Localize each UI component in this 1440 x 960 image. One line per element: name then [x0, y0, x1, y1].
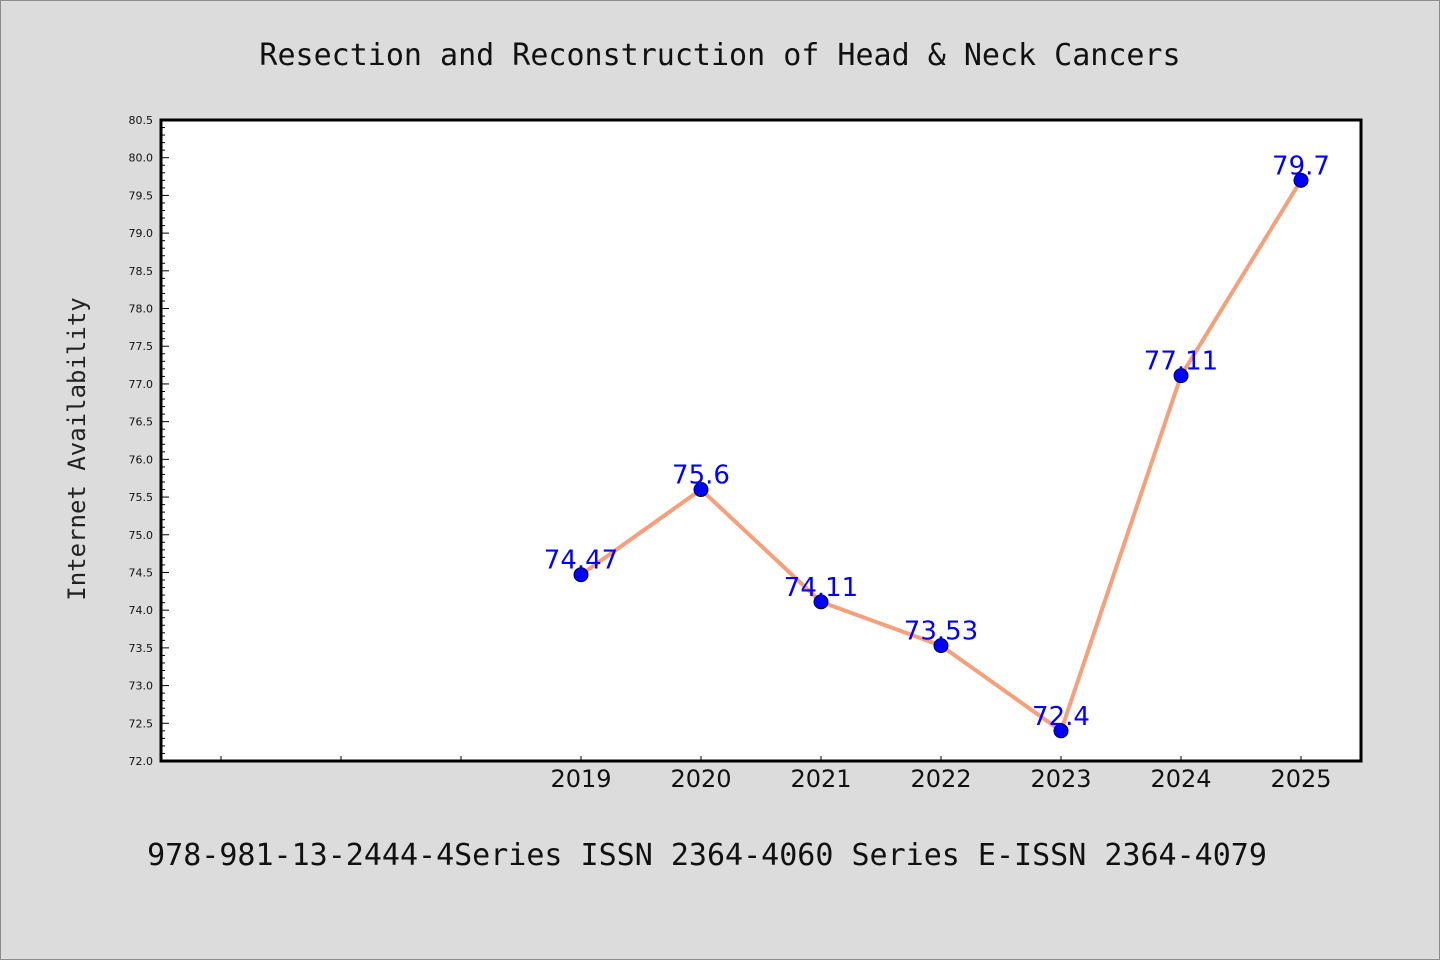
- y-tick-label: 75.0: [129, 529, 154, 542]
- y-tick-label: 73.5: [129, 642, 154, 655]
- x-tick-label: 2020: [670, 765, 731, 793]
- y-tick-label: 80.5: [129, 114, 154, 127]
- x-tick-label: 2022: [910, 765, 971, 793]
- y-tick-label: 72.0: [129, 755, 154, 768]
- data-point-marker: [1173, 368, 1189, 384]
- data-label: 72.4: [1032, 702, 1090, 732]
- data-point-marker: [693, 482, 709, 498]
- y-tick-label: 74.0: [129, 604, 154, 617]
- data-labels-group: 74.47 75.6 74.11 73.53 72.4 77.11 79.7: [544, 151, 1330, 732]
- x-tick-label: 2021: [790, 765, 851, 793]
- x-tick-label: 2019: [550, 765, 611, 793]
- data-label: 77.11: [1144, 347, 1218, 377]
- data-label: 74.11: [784, 573, 858, 603]
- y-tick-label: 77.0: [129, 378, 154, 391]
- data-label: 73.53: [904, 617, 978, 647]
- y-tick-label: 80.0: [129, 152, 154, 165]
- y-tick-label: 72.5: [129, 717, 154, 730]
- data-label: 74.47: [544, 546, 618, 576]
- y-tick-label: 78.5: [129, 265, 154, 278]
- x-tick-label: 2024: [1150, 765, 1211, 793]
- y-tick-label: 73.0: [129, 680, 154, 693]
- y-tick-label: 79.5: [129, 189, 154, 202]
- x-axis: 2019 2020 2021 2022 2023 2024 2025: [220, 756, 1332, 793]
- footer-isbn-issn: 978-981-13-2444-4Series ISSN 2364-4060 S…: [147, 838, 1267, 873]
- data-point-marker: [813, 594, 829, 610]
- x-tick-label: 2023: [1030, 765, 1091, 793]
- y-tick-label: 75.5: [129, 491, 154, 504]
- data-label: 75.6: [672, 461, 730, 491]
- data-point-marker: [1293, 172, 1309, 188]
- y-axis-label: Internet Availability: [63, 297, 91, 600]
- plot-area: [159, 118, 1363, 763]
- y-tick-label: 76.0: [129, 453, 154, 466]
- x-tick-label: 2025: [1270, 765, 1331, 793]
- y-tick-label: 74.5: [129, 566, 154, 579]
- chart-title: Resection and Reconstruction of Head & N…: [259, 38, 1180, 73]
- y-tick-label: 78.0: [129, 303, 154, 316]
- y-tick-label: 76.5: [129, 416, 154, 429]
- y-tick-label: 77.5: [129, 340, 154, 353]
- y-axis: 72.0 72.5 73.0 73.5 74.0 74.5 75.0 75.5 76.0 76.5…: [129, 114, 169, 768]
- series-line-group: [573, 172, 1309, 739]
- data-point-marker: [1053, 723, 1069, 739]
- data-label: 79.7: [1272, 151, 1330, 181]
- data-point-marker: [573, 567, 589, 583]
- y-tick-label: 79.0: [129, 227, 154, 240]
- data-point-marker: [933, 638, 949, 654]
